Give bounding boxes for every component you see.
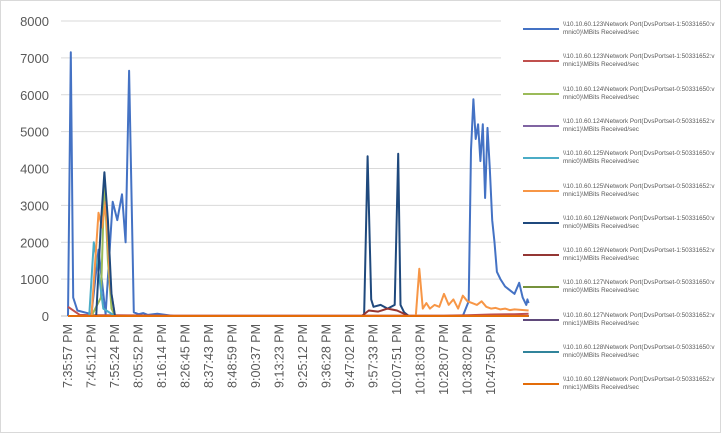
legend-label: \\10.10.60.127\Network Port(DvsPortset-0… [563,279,715,295]
y-tick-label: 7000 [20,51,49,66]
legend-swatch [523,351,559,353]
x-tick-label: 8:37:43 PM [202,324,216,388]
legend-item: \\10.10.60.125\Network Port(DvsPortset-0… [521,148,716,178]
legend-item: \\10.10.60.125\Network Port(DvsPortset-0… [521,181,716,211]
y-tick-label: 6000 [20,88,49,103]
legend-swatch [523,189,559,192]
x-axis: 7:35:57 PM 7:45:12 PM 7:55:24 PM 8:05:52 PM… [61,324,498,395]
legend-label: \\10.10.60.126\Network Port(DvsPortset-1… [563,214,715,230]
x-tick-label: 9:47:02 PM [343,324,357,388]
x-tick-label: 9:36:28 PM [320,324,334,388]
legend-label: \\10.10.60.125\Network Port(DvsPortset-0… [563,150,715,166]
y-tick-label: 4000 [20,162,49,177]
legend-item: \\10.10.60.123\Network Port(DvsPortset-1… [521,51,716,81]
y-tick-label: 2000 [20,235,49,250]
legend-item: \\10.10.60.128\Network Port(DvsPortset-0… [521,374,716,404]
x-tick-label: 7:55:24 PM [108,324,122,388]
legend-swatch [523,318,559,321]
y-tick-label: 1000 [20,272,49,287]
legend-swatch [523,92,559,95]
legend-item: \\10.10.60.127\Network Port(DvsPortset-0… [521,310,716,340]
x-tick-label: 9:00:37 PM [249,324,263,388]
x-tick-label: 10:47:50 PM [484,324,498,395]
legend-swatch [523,60,559,63]
legend-swatch [523,286,559,289]
legend-label: \\10.10.60.125\Network Port(DvsPortset-0… [563,182,715,198]
legend-label: \\10.10.60.128\Network Port(DvsPortset-0… [563,376,715,392]
series-line [68,152,529,317]
x-tick-label: 9:25:12 PM [296,324,310,388]
legend-swatch [523,124,559,127]
legend-label: \\10.10.60.126\Network Port(DvsPortset-1… [563,247,715,263]
x-tick-label: 9:57:33 PM [367,324,381,388]
legend-label: \\10.10.60.128\Network Port(DvsPortset-0… [563,344,715,359]
legend-item: \\10.10.60.126\Network Port(DvsPortset-1… [521,245,716,275]
legend-swatch [523,157,559,160]
x-tick-label: 8:48:59 PM [226,324,240,388]
legend-item: \\10.10.60.126\Network Port(DvsPortset-1… [521,213,716,243]
y-tick-label: 3000 [20,198,49,213]
legend-label: \\10.10.60.127\Network Port(DvsPortset-0… [563,311,715,327]
y-tick-label: 8000 [20,14,49,29]
legend-item: \\10.10.60.124\Network Port(DvsPortset-0… [521,116,716,146]
x-tick-label: 9:13:23 PM [273,324,287,388]
y-axis: 0 1000 2000 3000 4000 5000 6000 7000 8000 [20,14,49,324]
y-tick-label: 0 [42,309,49,324]
legend-label: \\10.10.60.123\Network Port(DvsPortset-1… [563,21,715,36]
legend-item: \\10.10.60.128\Network Port(DvsPortset-0… [521,342,716,372]
legend-swatch [523,28,559,30]
legend-swatch [523,254,559,257]
legend-item: \\10.10.60.124\Network Port(DvsPortset-0… [521,84,716,114]
x-tick-label: 7:35:57 PM [61,324,75,388]
legend-label: \\10.10.60.124\Network Port(DvsPortset-0… [563,117,715,133]
legend-item: \\10.10.60.127\Network Port(DvsPortset-0… [521,277,716,307]
legend-label: \\10.10.60.123\Network Port(DvsPortset-1… [563,53,715,69]
x-tick-label: 7:45:12 PM [85,324,99,388]
series-lines [67,51,530,317]
x-tick-label: 8:26:45 PM [179,324,193,388]
series-line [68,180,529,317]
series-line [67,51,530,317]
legend-swatch [523,383,559,386]
x-tick-label: 10:28:07 PM [437,324,451,395]
y-tick-label: 5000 [20,125,49,140]
x-tick-label: 8:16:14 PM [155,324,169,388]
legend-label: \\10.10.60.124\Network Port(DvsPortset-0… [563,85,715,101]
x-tick-label: 8:05:52 PM [132,324,146,388]
x-tick-label: 10:07:51 PM [390,324,404,395]
legend-item: \\10.10.60.123\Network Port(DvsPortset-1… [521,19,716,49]
x-tick-label: 10:38:02 PM [461,324,475,395]
legend-swatch [523,221,559,224]
gridlines [61,20,501,317]
x-tick-label: 10:18:03 PM [414,324,428,395]
series-line [68,200,529,317]
